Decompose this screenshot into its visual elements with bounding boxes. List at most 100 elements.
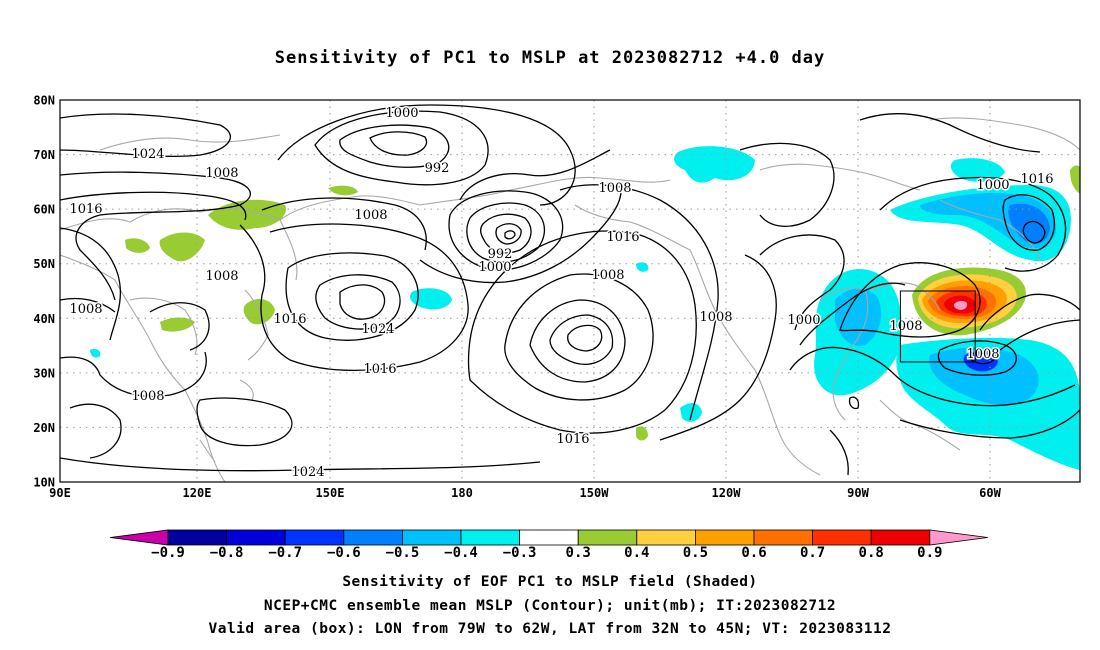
colorbar-swatch: [577, 529, 638, 546]
colorbar-label: 0.5: [683, 545, 708, 561]
colorbar-label: 0.8: [859, 545, 884, 561]
colorbar-label: 0.7: [800, 545, 825, 561]
colorbar-swatch: [167, 529, 227, 546]
valid-area-box: [899, 290, 976, 363]
colorbar-label: 0.3: [566, 545, 591, 561]
contour-label: 1000: [478, 260, 511, 275]
shade-negative-pacific-small: [410, 288, 452, 310]
shade-negative-alaska: [674, 146, 755, 183]
contour-label: 1008: [131, 389, 164, 404]
contour-label: 1000: [976, 178, 1009, 193]
contour-label: 1016: [556, 432, 589, 447]
shade-positive-china: [160, 317, 195, 332]
graticule: [60, 100, 1080, 482]
lon-label: 150W: [580, 486, 610, 500]
colorbar-label: 0.9: [917, 545, 942, 561]
contour-label: 1008: [205, 166, 238, 181]
coastlines: [60, 117, 1080, 482]
contour-label: 1008: [889, 319, 922, 334]
colorbar-label: −0.3: [503, 545, 537, 561]
colorbar-swatch: [812, 529, 872, 546]
contour-label: 1008: [69, 302, 102, 317]
colorbar-label: −0.5: [386, 545, 420, 561]
contour-label: 1016: [273, 312, 306, 327]
contour-label: 1016: [606, 230, 639, 245]
colorbar-label: −0.7: [268, 545, 302, 561]
lat-label: 70N: [33, 148, 55, 162]
lat-label: 30N: [33, 366, 55, 380]
shade-negative-small-west: [90, 348, 101, 358]
contour-label: 1016: [363, 362, 396, 377]
shaded-sensitivity: [90, 146, 1080, 470]
colorbar-high-arrow: [929, 529, 988, 546]
mslp-contours: [60, 104, 1080, 476]
colorbar: [109, 529, 988, 546]
caption-contour: NCEP+CMC ensemble mean MSLP (Contour); u…: [263, 598, 837, 614]
shade-negative-strong-labrador: [1008, 203, 1050, 244]
colorbar-low-arrow: [109, 529, 169, 546]
shade-negative-greenland: [950, 158, 1005, 182]
lat-label: 50N: [33, 257, 55, 271]
contour-label: 992: [488, 247, 513, 262]
colorbar-swatch: [284, 529, 345, 546]
lat-label: 60N: [33, 203, 55, 217]
shade-positive-greenland-edge: [1070, 165, 1080, 194]
contour-label: 1024: [131, 147, 164, 162]
caption-valid-area: Valid area (box): LON from 79W to 62W, L…: [208, 621, 892, 637]
lat-label: 20N: [33, 421, 55, 435]
map-title: Sensitivity of PC1 to MSLP at 2023082712…: [274, 48, 826, 68]
colorbar-swatch: [695, 529, 755, 546]
shade-positive-japan: [243, 298, 275, 325]
shade-negative-strong-atlantic: [963, 350, 998, 372]
lon-label: 90W: [847, 486, 869, 500]
contour-label: 1024: [361, 322, 394, 337]
colorbar-swatch: [870, 529, 931, 546]
contour-label: 1008: [598, 181, 631, 196]
colorbar-label: −0.9: [151, 545, 185, 561]
lon-label: 120W: [712, 486, 742, 500]
contour-label: 1000: [385, 106, 418, 121]
lon-label: 150E: [316, 486, 345, 500]
contour-label: 1016: [1020, 172, 1053, 187]
lat-label: 80N: [33, 94, 55, 108]
shade-positive-pacific: [636, 426, 648, 441]
colorbar-swatch: [753, 529, 813, 546]
colorbar-label: 0.4: [624, 545, 649, 561]
colorbar-label: 0.6: [741, 545, 766, 561]
colorbar-swatch: [401, 529, 462, 546]
shade-positive-asia-1: [159, 232, 205, 262]
lat-label: 10N: [33, 476, 55, 490]
shade-positive-09: [953, 300, 968, 310]
longitude-labels: 90E 120E 150E 180 150W 120W 90W 60W: [49, 486, 1001, 500]
colorbar-swatch: [636, 529, 696, 546]
contour-label: 1008: [699, 310, 732, 325]
contour-label-layer: 1024100810161008100810161024100099299210…: [68, 105, 1055, 482]
lon-label: 120E: [183, 486, 212, 500]
colorbar-swatch: [519, 529, 579, 546]
contour-label: 1008: [354, 208, 387, 223]
shade-negative-small-east: [636, 262, 649, 272]
colorbar-swatch: [226, 529, 286, 546]
contour-label: 1008: [966, 347, 999, 362]
colorbar-labels: −0.9 −0.8 −0.7 −0.6 −0.5 −0.4 −0.3 0.3 0.4 0.5 0.6…: [151, 545, 942, 561]
contour-label: 1016: [69, 202, 102, 217]
lon-label: 90E: [49, 486, 71, 500]
colorbar-label: −0.4: [444, 545, 478, 561]
caption-shaded: Sensitivity of EOF PC1 to MSLP field (Sh…: [342, 574, 758, 590]
plot-frame: [59, 99, 1081, 483]
lon-label: 60W: [979, 486, 1001, 500]
colorbar-swatch: [343, 529, 403, 546]
shade-positive-asia-2: [125, 238, 150, 253]
shade-positive-siberia: [328, 185, 358, 196]
contour-label: 992: [425, 161, 450, 176]
latitude-labels: 80N 70N 60N 50N 40N 30N 20N 10N: [33, 94, 55, 490]
contour-label: 1008: [205, 269, 238, 284]
lon-label: 180: [451, 486, 473, 500]
colorbar-label: −0.6: [327, 545, 361, 561]
colorbar-swatch: [460, 529, 520, 546]
lat-label: 40N: [33, 312, 55, 326]
shade-negative-hawaii: [680, 403, 702, 422]
contour-label: 1000: [787, 313, 820, 328]
colorbar-label: −0.8: [210, 545, 244, 561]
contour-label: 1024: [291, 465, 324, 480]
